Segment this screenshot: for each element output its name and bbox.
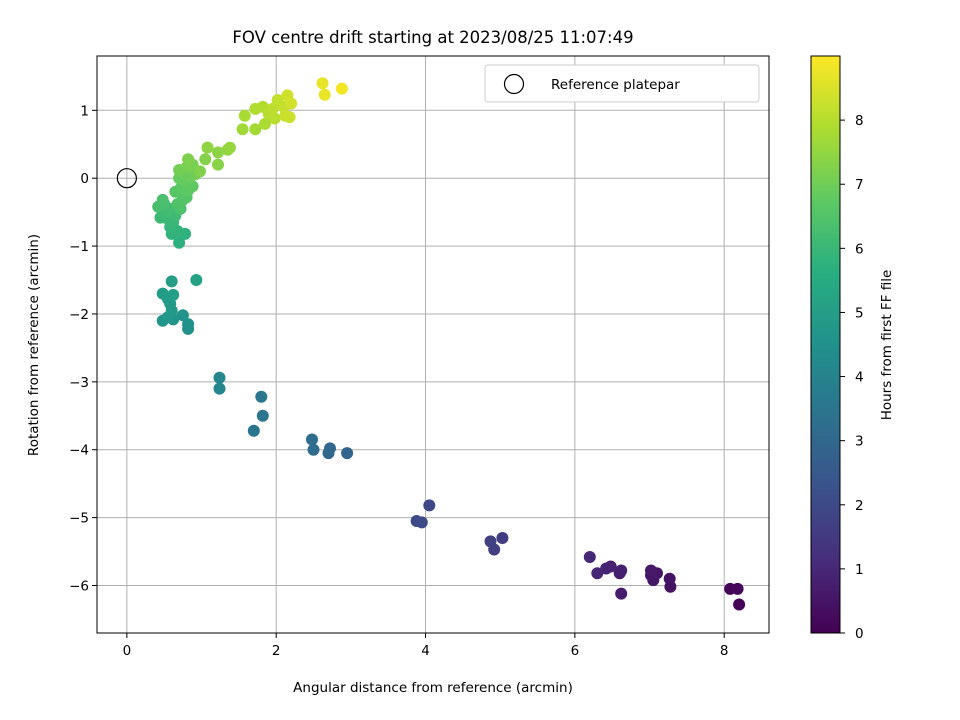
- x-tick-label: 2: [272, 643, 281, 659]
- data-point: [341, 447, 354, 460]
- legend-box: [484, 64, 760, 103]
- colorbar-tick-label: 1: [855, 562, 864, 578]
- data-point: [615, 564, 628, 577]
- y-tick-label: −6: [69, 578, 89, 594]
- data-point: [199, 153, 212, 166]
- data-point: [283, 111, 296, 124]
- data-point: [663, 572, 676, 585]
- data-point: [591, 567, 604, 580]
- data-point: [190, 274, 203, 286]
- data-point: [182, 318, 195, 331]
- y-tick-label: −2: [69, 307, 89, 323]
- x-tick-label: 8: [720, 643, 729, 659]
- chart-title: FOV centre drift starting at 2023/08/25 …: [232, 28, 633, 47]
- colorbar-label: Hours from first FF file: [879, 270, 895, 421]
- colorbar-ticks: 0 1 2 3 4 5 6 7 8: [840, 113, 864, 642]
- data-point: [266, 102, 279, 115]
- data-point: [249, 123, 262, 136]
- colorbar-tick-label: 8: [855, 113, 864, 129]
- data-points: [152, 77, 746, 611]
- data-point: [615, 587, 628, 600]
- data-point: [256, 409, 269, 422]
- data-point: [173, 236, 186, 249]
- data-point: [223, 141, 236, 154]
- x-axis-label: Angular distance from reference (arcmin): [293, 680, 573, 696]
- data-point: [285, 97, 298, 110]
- data-point: [176, 309, 189, 322]
- x-tick-label: 6: [571, 643, 580, 659]
- colorbar-gradient: [810, 55, 841, 634]
- colorbar-tick-label: 6: [855, 241, 864, 257]
- data-point: [322, 447, 335, 460]
- data-point: [731, 582, 744, 595]
- data-point: [165, 275, 178, 288]
- data-point: [213, 382, 226, 395]
- data-point: [167, 288, 180, 301]
- plot-frame: [96, 55, 770, 634]
- data-point: [255, 390, 268, 403]
- data-point: [583, 551, 596, 563]
- reference-marker: [116, 168, 137, 189]
- data-point: [259, 117, 271, 130]
- data-point: [496, 532, 509, 544]
- colorbar-tick-label: 7: [855, 177, 864, 193]
- data-point: [318, 88, 331, 101]
- data-point: [306, 433, 318, 446]
- data-point: [733, 598, 746, 611]
- colorbar-tick-label: 3: [855, 434, 864, 450]
- y-tick-label: 0: [80, 171, 89, 187]
- y-tick-label: −5: [69, 511, 89, 527]
- data-point: [212, 146, 224, 159]
- data-point: [156, 287, 169, 300]
- colorbar-tick-label: 0: [855, 626, 864, 642]
- data-point: [335, 82, 348, 95]
- data-point: [201, 141, 214, 154]
- x-axis-ticks: 0 2 4 6 8: [123, 633, 729, 659]
- data-point: [194, 165, 206, 178]
- data-point: [645, 564, 657, 577]
- data-point: [316, 77, 329, 90]
- y-tick-label: 1: [80, 103, 89, 119]
- data-point: [268, 112, 281, 125]
- colorbar: 0 1 2 3 4 5 6 7 8 Hours from first FF file: [810, 55, 895, 642]
- y-tick-label: −3: [69, 375, 89, 391]
- x-tick-label: 4: [421, 643, 430, 659]
- colorbar-tick-label: 2: [855, 498, 864, 514]
- y-axis-label: Rotation from reference (arcmin): [26, 234, 42, 456]
- reference-platepar-point: [116, 168, 137, 189]
- data-point: [156, 193, 169, 206]
- y-axis-ticks: 1 0 −1 −2 −3 −4 −5 −6: [69, 103, 97, 594]
- data-point: [600, 562, 613, 575]
- colorbar-tick-label: 5: [855, 305, 864, 321]
- data-point: [247, 424, 260, 437]
- data-point: [182, 153, 195, 166]
- y-tick-label: −4: [69, 443, 89, 459]
- data-point: [238, 109, 251, 122]
- data-point: [484, 535, 497, 548]
- grid-lines: [97, 56, 769, 633]
- data-point: [213, 371, 226, 384]
- y-tick-label: −1: [69, 239, 89, 255]
- data-point: [212, 158, 224, 171]
- x-tick-label: 0: [123, 643, 132, 659]
- data-point: [423, 499, 436, 512]
- data-point: [410, 515, 423, 527]
- legend-reference-marker-icon: [503, 73, 525, 95]
- legend-entry-label: Reference platepar: [551, 77, 680, 93]
- data-point: [307, 443, 320, 456]
- colorbar-tick-label: 4: [855, 370, 864, 386]
- data-point: [236, 123, 249, 136]
- legend: Reference platepar: [484, 64, 760, 103]
